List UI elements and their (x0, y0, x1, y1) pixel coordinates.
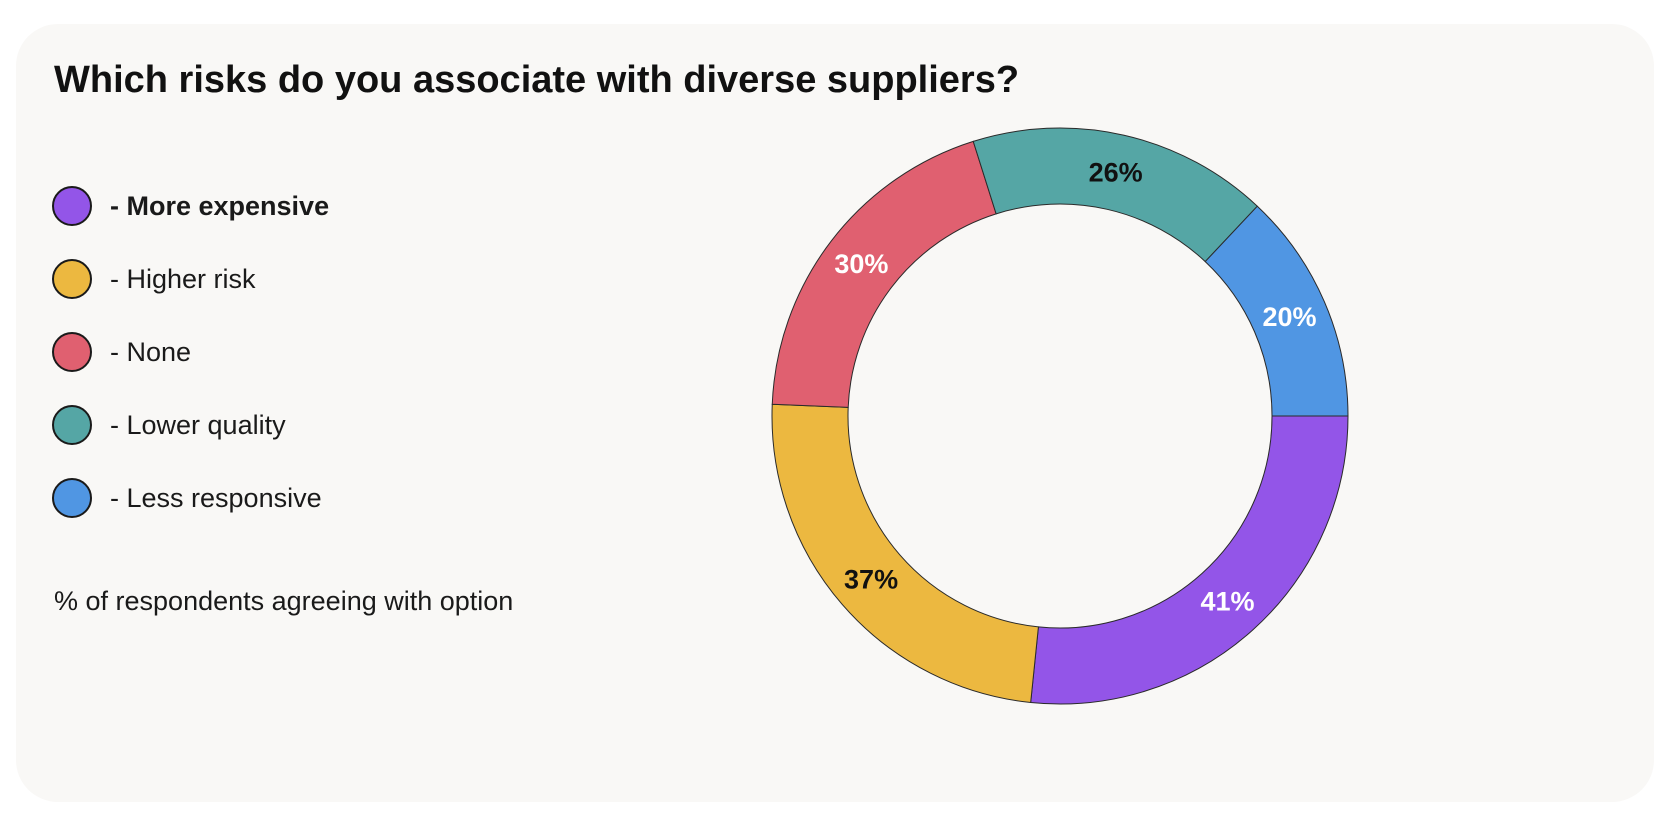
legend-item-lower-quality: - Lower quality (52, 403, 329, 447)
donut-label-none: 30% (834, 249, 888, 279)
legend-swatch-none (52, 332, 92, 372)
legend-label-lower-quality: - Lower quality (110, 409, 286, 440)
legend-label-none: - None (110, 336, 192, 367)
legend-item-less-responsive: - Less responsive (52, 476, 329, 520)
chart-title: Which risks do you associate with divers… (54, 59, 1020, 101)
legend-label-higher-risk: - Higher risk (110, 263, 256, 294)
donut-label-lower-quality: 26% (1089, 157, 1143, 187)
chart-note: % of respondents agreeing with option (54, 586, 514, 616)
legend-label-more-expensive: - More expensive (110, 190, 330, 221)
chart-legend: - More expensive - Higher risk - None - … (52, 184, 329, 549)
donut-slice-lower-quality (972, 127, 1259, 263)
legend-swatch-less-responsive (52, 478, 92, 518)
legend-swatch-more-expensive (52, 186, 92, 226)
legend-label-less-responsive: - Less responsive (110, 482, 322, 513)
donut-slice-less-responsive (1204, 205, 1349, 417)
donut-slice-higher-risk (771, 403, 1039, 704)
donut-label-higher-risk: 37% (844, 565, 898, 595)
legend-item-higher-risk: - Higher risk (52, 257, 329, 301)
legend-swatch-lower-quality (52, 405, 92, 445)
donut-label-less-responsive: 20% (1262, 302, 1316, 332)
legend-item-none: - None (52, 330, 329, 374)
donut-label-more-expensive: 41% (1201, 587, 1255, 617)
legend-swatch-higher-risk (52, 259, 92, 299)
legend-item-more-expensive: - More expensive (52, 184, 329, 228)
donut-slice-more-expensive (1030, 415, 1349, 705)
